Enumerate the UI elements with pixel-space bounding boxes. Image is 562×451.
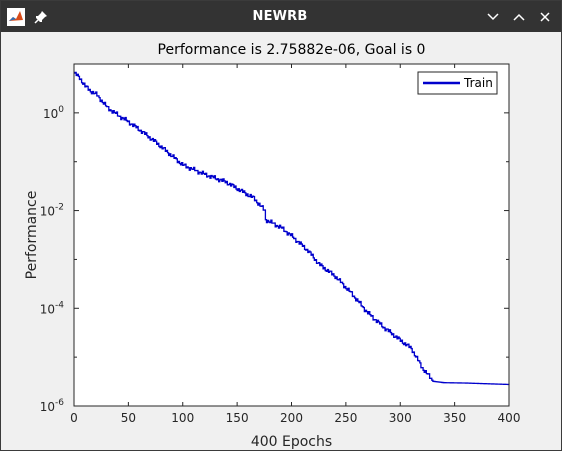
y-tick-label: 10-6 (40, 398, 65, 414)
x-tick-label: 350 (443, 411, 466, 425)
chevron-down-icon (487, 12, 499, 20)
x-tick-label: 200 (280, 411, 303, 425)
series-line-train (74, 71, 510, 386)
minimize-button[interactable] (485, 9, 501, 25)
x-tick-label: 400 (498, 411, 521, 425)
x-tick-label: 100 (171, 411, 194, 425)
performance-plot[interactable]: Performance is 2.75882e-06, Goal is 0 40… (1, 32, 561, 450)
chevron-up-icon (513, 13, 525, 21)
y-tick-label: 10-4 (40, 300, 65, 316)
y-axis-label: Performance (24, 191, 40, 280)
x-tick-label: 50 (121, 411, 136, 425)
close-button[interactable] (537, 9, 553, 25)
window-title: NEWRB (252, 9, 308, 24)
title-bar[interactable]: NEWRB (1, 1, 561, 32)
maximize-button[interactable] (511, 9, 527, 25)
x-tick-label: 0 (70, 411, 78, 425)
x-tick-label: 300 (389, 411, 412, 425)
y-tick-label: 100 (43, 105, 64, 121)
x-tick-label: 250 (334, 411, 357, 425)
axes-box (73, 63, 510, 407)
matlab-logo-icon[interactable] (7, 7, 25, 26)
x-tick-label: 150 (226, 411, 249, 425)
figure-canvas: Performance is 2.75882e-06, Goal is 0 40… (1, 32, 561, 450)
axis-ticks: 0 50 100 150 200 250 300 350 400 100 10-2 10-4 10-6 (40, 64, 521, 425)
window-controls (433, 9, 561, 25)
title-bar-left (1, 7, 127, 26)
legend-label-train: Train (463, 76, 493, 90)
pin-icon[interactable] (33, 9, 49, 25)
legend[interactable]: Train (417, 71, 498, 95)
series-group (74, 71, 510, 386)
close-icon (540, 11, 550, 22)
x-axis-label: 400 Epochs (251, 434, 332, 450)
chart-title: Performance is 2.75882e-06, Goal is 0 (158, 42, 426, 58)
y-tick-label: 10-2 (40, 203, 64, 219)
